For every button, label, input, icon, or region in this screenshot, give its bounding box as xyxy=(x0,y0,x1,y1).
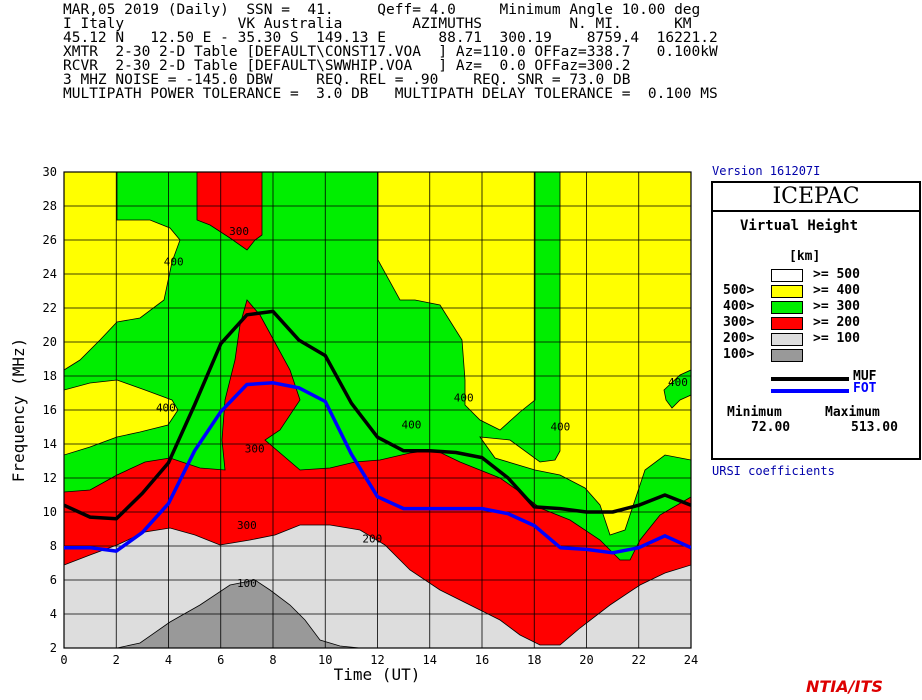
header-line-3: 45.12 N 12.50 E - 35.30 S 149.13 E 88.71… xyxy=(63,30,718,46)
x-axis-label: Time (UT) xyxy=(334,665,421,684)
ntia-its-logo: NTIA/ITS xyxy=(806,677,883,696)
legend-min-label: Minimum xyxy=(727,405,782,420)
legend-swatch-1 xyxy=(771,269,803,282)
legend-swatch-5 xyxy=(771,333,803,346)
contour-label: 300 xyxy=(229,225,249,238)
legend-right-2: >= 400 xyxy=(813,283,860,298)
legend-subtitle: Virtual Height xyxy=(740,218,859,234)
x-tick-label: 12 xyxy=(370,653,384,667)
x-tick-label: 10 xyxy=(318,653,332,667)
legend-right-3: >= 300 xyxy=(813,299,860,314)
legend-fot-label: FOT xyxy=(853,381,877,396)
y-tick-label: 18 xyxy=(43,369,57,383)
ursi-label: URSI coefficients xyxy=(712,464,835,478)
header-line-7: MULTIPATH POWER TOLERANCE = 3.0 DB MULTI… xyxy=(63,86,718,102)
x-tick-label: 16 xyxy=(475,653,489,667)
y-tick-label: 12 xyxy=(43,471,57,485)
y-tick-label: 20 xyxy=(43,335,57,349)
legend-title: ICEPAC xyxy=(713,183,919,212)
legend-left-2: 500> xyxy=(723,283,755,298)
contour-label: 100 xyxy=(237,577,257,590)
y-tick-label: 30 xyxy=(43,165,57,179)
contour-label: 400 xyxy=(454,392,474,405)
legend-min-value: 72.00 xyxy=(751,420,791,435)
series-lines xyxy=(64,309,691,555)
y-tick-label: 2 xyxy=(50,641,57,655)
x-tick-label: 18 xyxy=(527,653,541,667)
contour-labels: 400 300 400 300 300 400 400 400 400 200 100 xyxy=(156,225,688,590)
y-tick-label: 22 xyxy=(43,301,57,315)
y-axis-label: Frequency (MHz) xyxy=(9,338,28,483)
legend-left-6: 100> xyxy=(723,347,755,362)
plot-frame xyxy=(63,171,692,649)
series-muf-line xyxy=(64,309,691,521)
contour-label: 300 xyxy=(237,519,257,532)
axes: 0 2 4 6 8 10 12 14 16 18 20 22 242468101214161820222… xyxy=(43,165,699,667)
x-tick-label: 4 xyxy=(165,653,172,667)
legend-muf-line xyxy=(771,377,849,381)
header-line-6: 3 MHZ NOISE = -145.0 DBW REQ. REL = .90 … xyxy=(63,72,631,88)
header-line-5: RCVR 2-30 2-D Table [DEFAULT\SWWHIP.VOA … xyxy=(63,58,631,74)
x-tick-label: 0 xyxy=(60,653,67,667)
contour-label: 400 xyxy=(668,376,688,389)
legend-swatch-3 xyxy=(771,301,803,314)
legend-swatch-2 xyxy=(771,285,803,298)
contour-label: 400 xyxy=(402,419,422,432)
x-tick-label: 20 xyxy=(579,653,593,667)
area-yellow-left-lobe xyxy=(64,379,179,456)
y-tick-label: 6 xyxy=(50,573,57,587)
x-tick-label: 2 xyxy=(113,653,120,667)
y-tick-label: 24 xyxy=(43,267,57,281)
x-tick-label: 24 xyxy=(684,653,698,667)
y-tick-label: 14 xyxy=(43,437,57,451)
y-tick-label: 28 xyxy=(43,199,57,213)
y-tick-label: 4 xyxy=(50,607,57,621)
version-label: Version 161207I xyxy=(712,164,821,178)
legend-right-1: >= 500 xyxy=(813,267,860,282)
contour-label: 400 xyxy=(550,420,570,433)
legend-right-5: >= 100 xyxy=(813,331,860,346)
y-tick-label: 8 xyxy=(50,539,57,553)
legend-left-4: 300> xyxy=(723,315,755,330)
legend-max-label: Maximum xyxy=(825,405,880,420)
y-tick-label: 16 xyxy=(43,403,57,417)
area-red-top xyxy=(196,172,263,251)
contour-label: 400 xyxy=(164,256,184,269)
legend-unit: [km] xyxy=(789,249,821,264)
legend-right-4: >= 200 xyxy=(813,315,860,330)
legend-muf-label: MUF xyxy=(853,369,877,384)
contour-label: 200 xyxy=(362,533,382,546)
area-green-right xyxy=(663,369,691,409)
legend-max-value: 513.00 xyxy=(851,420,898,435)
contour-label: 400 xyxy=(156,402,176,415)
x-tick-label: 14 xyxy=(423,653,437,667)
x-tick-label: 8 xyxy=(269,653,276,667)
x-tick-label: 6 xyxy=(217,653,224,667)
legend-box: ICEPAC Virtual Height [km] >= 500 500> >… xyxy=(711,181,921,460)
series-fot-line xyxy=(64,381,691,555)
header-line-1: MAR,05 2019 (Daily) SSN = 41. Qeff= 4.0 … xyxy=(63,2,701,18)
x-tick-label: 22 xyxy=(632,653,646,667)
legend-swatch-4 xyxy=(771,317,803,330)
header-line-4: XMTR 2-30 2-D Table [DEFAULT\CONST17.VOA… xyxy=(63,44,718,60)
legend-left-5: 200> xyxy=(723,331,755,346)
y-tick-label: 10 xyxy=(43,505,57,519)
legend-swatch-6 xyxy=(771,349,803,362)
legend-left-3: 400> xyxy=(723,299,755,314)
header-line-2: I Italy VK Australia AZIMUTHS N. MI. KM xyxy=(63,16,692,32)
legend-fot-line xyxy=(771,389,849,393)
y-tick-label: 26 xyxy=(43,233,57,247)
contour-label: 300 xyxy=(245,443,265,456)
